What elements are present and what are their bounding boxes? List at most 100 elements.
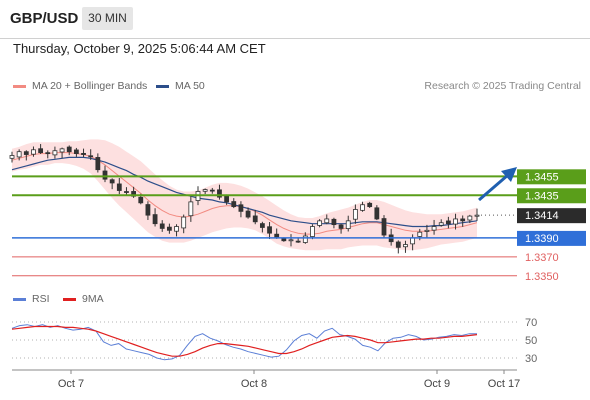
- arrow-shaft: [478, 173, 509, 202]
- candle: [124, 187, 129, 196]
- candle: [424, 224, 430, 238]
- resistance-badge: [517, 169, 586, 185]
- candle: [102, 165, 108, 183]
- candle-body: [438, 222, 444, 226]
- candle-body: [224, 195, 230, 203]
- x-axis: Oct 7 Oct 8 Oct 9 Oct 17: [12, 369, 520, 390]
- candle-body: [317, 220, 323, 226]
- rsi-panel: 70 50 30: [11, 317, 537, 365]
- candle-body: [259, 223, 265, 228]
- ma9-legend-label: 9MA: [82, 293, 104, 305]
- candle-body: [295, 240, 301, 243]
- candle-body: [174, 226, 179, 232]
- candle-body: [252, 215, 258, 223]
- candle-body: [288, 239, 294, 242]
- x-axis-label: Oct 8: [241, 378, 267, 390]
- candle: [188, 195, 194, 222]
- timeframe-button[interactable]: 30 MIN: [82, 7, 133, 30]
- candle-body: [417, 231, 423, 237]
- candle: [274, 228, 280, 239]
- copyright-text: Research © 2025 Trading Central: [424, 80, 581, 92]
- candle: [23, 150, 29, 161]
- legend-ma50: MA 50: [156, 80, 205, 92]
- candle: [431, 219, 437, 235]
- candle-body: [159, 223, 165, 229]
- candle-body: [424, 229, 430, 232]
- candle-body: [16, 151, 22, 158]
- candle: [467, 214, 473, 224]
- candle: [166, 223, 172, 234]
- candle: [245, 207, 251, 219]
- candle: [66, 145, 72, 156]
- candle: [159, 220, 165, 232]
- candle: [209, 187, 215, 194]
- legend-ma9: 9MA: [63, 293, 104, 305]
- candle: [88, 149, 94, 160]
- ma50-line: [11, 156, 478, 228]
- candle: [259, 221, 265, 233]
- rsi-tick-label: 50: [525, 335, 537, 347]
- candle: [109, 178, 115, 190]
- x-axis-label: Oct 17: [488, 378, 520, 390]
- candle: [403, 240, 408, 253]
- candle-body: [445, 220, 451, 225]
- legend-rsi: RSI: [13, 293, 50, 305]
- candle-body: [460, 218, 466, 222]
- candle-body: [59, 148, 65, 153]
- candle-body: [95, 157, 101, 171]
- candle: [73, 147, 79, 157]
- chart-header: GBP/USD 30 MIN: [0, 0, 590, 39]
- candle: [238, 201, 244, 218]
- candle: [445, 216, 451, 229]
- candle-body: [88, 155, 94, 158]
- candle-body: [324, 218, 330, 224]
- candle: [345, 215, 351, 232]
- candle: [324, 214, 330, 225]
- candle-body: [331, 218, 337, 226]
- candle-body: [367, 202, 373, 208]
- support-label: 1.3390: [525, 233, 559, 245]
- candle-body: [360, 204, 365, 211]
- candle: [152, 208, 158, 227]
- rsi-legend-label: RSI: [32, 293, 50, 305]
- candle: [95, 153, 101, 173]
- candle-body: [395, 241, 401, 248]
- candle: [453, 213, 458, 230]
- x-axis-label: Oct 9: [424, 378, 450, 390]
- rsi-tick-label: 70: [525, 317, 537, 329]
- candle: [202, 188, 208, 195]
- candle-body: [345, 220, 351, 230]
- candle-body: [453, 218, 458, 225]
- candle-body: [352, 209, 358, 220]
- rsi-swatch: [13, 297, 26, 301]
- candle: [288, 234, 294, 247]
- candle-body: [152, 214, 158, 225]
- candle: [338, 223, 344, 234]
- candle: [374, 205, 380, 221]
- candle-body: [302, 235, 308, 243]
- candle-body: [52, 150, 58, 156]
- candle: [9, 151, 15, 163]
- candle-body: [181, 216, 187, 229]
- candle-body: [431, 226, 437, 231]
- candle-body: [281, 238, 287, 242]
- candle: [252, 209, 258, 225]
- candle-body: [381, 218, 387, 236]
- candle: [45, 150, 51, 159]
- ma50-swatch: [156, 84, 169, 88]
- candle-body: [73, 149, 79, 154]
- ma20-legend-label: MA 20 + Bollinger Bands: [32, 80, 148, 92]
- rsi-tick-label: 30: [525, 353, 537, 365]
- ma9-swatch: [63, 297, 76, 301]
- candle-body: [45, 152, 51, 155]
- candle: [116, 177, 122, 195]
- candle-body: [9, 155, 15, 159]
- candle-body: [338, 224, 344, 229]
- symbol-label: GBP/USD: [10, 10, 79, 27]
- candle-body: [38, 148, 44, 154]
- support-badge: [517, 230, 586, 246]
- candle-body: [310, 226, 315, 237]
- candle-body: [274, 233, 280, 238]
- candle-body: [374, 207, 380, 220]
